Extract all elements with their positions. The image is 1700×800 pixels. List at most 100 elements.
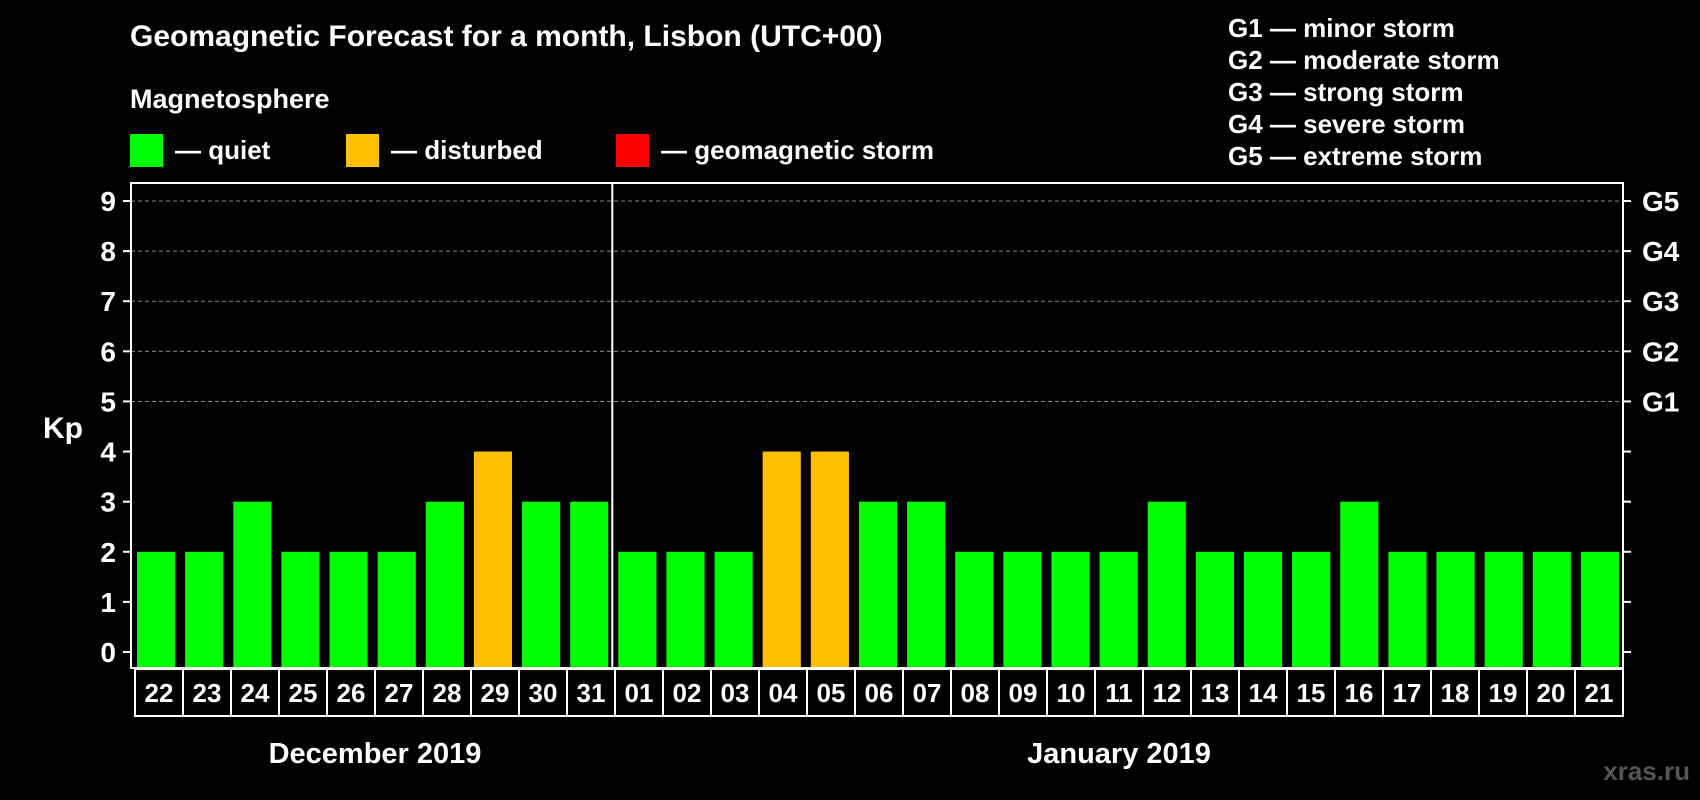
x-tick-label-30: 30: [529, 678, 558, 708]
x-tick-label-14: 14: [1249, 678, 1278, 708]
bar-09: [1003, 551, 1042, 668]
bar-24: [233, 501, 272, 668]
x-tick-label-10: 10: [1057, 678, 1086, 708]
y-tick-label-1: 1: [100, 587, 116, 618]
y-tick-label-6: 6: [100, 336, 116, 367]
y-axis-label: Kp: [43, 412, 83, 445]
x-tick-label-05: 05: [817, 678, 846, 708]
bar-18: [1436, 551, 1475, 668]
legend-quiet-label: — quiet: [175, 135, 271, 165]
x-tick-label-08: 08: [961, 678, 990, 708]
bar-17: [1388, 551, 1427, 668]
storm-level-g4: G4 — severe storm: [1228, 109, 1466, 139]
bar-13: [1195, 551, 1234, 668]
x-tick-label-29: 29: [481, 678, 510, 708]
bar-08: [955, 551, 994, 668]
x-tick-label-06: 06: [865, 678, 894, 708]
legend-disturbed: — disturbed: [346, 134, 543, 167]
y-tick-label-7: 7: [100, 286, 116, 317]
storm-level-g1: G1 — minor storm: [1228, 13, 1455, 43]
legend-disturbed-label: — disturbed: [391, 135, 543, 165]
bar-01: [618, 551, 657, 668]
bar-05: [810, 451, 849, 668]
x-tick-label-24: 24: [241, 678, 270, 708]
x-tick-label-19: 19: [1489, 678, 1518, 708]
bar-30: [522, 501, 561, 668]
storm-tick-label-G3: G3: [1642, 286, 1679, 317]
x-tick-label-15: 15: [1297, 678, 1326, 708]
bar-10: [1051, 551, 1090, 668]
y-tick-label-8: 8: [100, 236, 116, 267]
x-tick-label-21: 21: [1585, 678, 1614, 708]
y-tick-label-5: 5: [100, 386, 116, 417]
legend-storm: — geomagnetic storm: [616, 134, 934, 167]
x-tick-label-07: 07: [913, 678, 942, 708]
bar-29: [473, 451, 513, 668]
bar-21: [1580, 551, 1619, 668]
x-tick-label-26: 26: [337, 678, 366, 708]
bar-31: [570, 501, 609, 668]
bar-11: [1099, 551, 1138, 668]
month-label: December 2019: [269, 738, 482, 770]
x-tick-label-27: 27: [385, 678, 414, 708]
bar-27: [377, 551, 416, 668]
storm-level-g5: G5 — extreme storm: [1228, 141, 1483, 171]
x-tick-label-17: 17: [1393, 678, 1422, 708]
date-row-frame: [134, 668, 1624, 717]
x-tick-label-11: 11: [1105, 678, 1133, 708]
bar-20: [1532, 551, 1571, 668]
bar-28: [425, 501, 464, 668]
bar-14: [1243, 551, 1283, 668]
bar-12: [1147, 501, 1186, 668]
x-tick-label-28: 28: [433, 678, 462, 708]
storm-tick-label-G4: G4: [1642, 236, 1680, 267]
month-label: January 2019: [1027, 738, 1211, 770]
legend-quiet-swatch: [130, 134, 163, 167]
legend-storm-swatch: [616, 134, 649, 167]
y-tick-label-0: 0: [100, 637, 116, 668]
legend-storm-label: — geomagnetic storm: [661, 135, 935, 165]
bar-25: [281, 551, 320, 668]
y-tick-label-2: 2: [100, 537, 116, 568]
bar-04: [762, 451, 801, 668]
magnetosphere-label: Magnetosphere: [130, 84, 330, 114]
x-tick-label-13: 13: [1201, 678, 1230, 708]
y-tick-label-3: 3: [100, 487, 116, 518]
legend-quiet: — quiet: [130, 134, 270, 167]
x-tick-label-18: 18: [1441, 678, 1470, 708]
bar-23: [185, 551, 224, 668]
x-tick-label-25: 25: [289, 678, 318, 708]
storm-level-g2: G2 — moderate storm: [1228, 45, 1500, 75]
x-tick-label-22: 22: [145, 678, 174, 708]
x-tick-label-12: 12: [1153, 678, 1182, 708]
bar-19: [1484, 551, 1523, 668]
x-tick-label-23: 23: [193, 678, 222, 708]
storm-tick-label-G2: G2: [1642, 336, 1679, 367]
bar-07: [907, 501, 946, 668]
y-tick-label-4: 4: [100, 437, 116, 468]
x-tick-label-01: 01: [625, 678, 654, 708]
x-tick-label-31: 31: [577, 678, 606, 708]
storm-tick-label-G1: G1: [1642, 386, 1679, 417]
bar-02: [666, 551, 705, 668]
x-tick-label-02: 02: [673, 678, 702, 708]
bar-26: [329, 551, 368, 668]
x-tick-label-16: 16: [1345, 678, 1374, 708]
storm-scale-legend: G1 — minor storm G2 — moderate storm G3 …: [1228, 12, 1500, 172]
bar-16: [1340, 501, 1379, 668]
watermark: xras.ru: [1603, 756, 1690, 786]
legend-disturbed-swatch: [346, 134, 379, 167]
x-tick-label-03: 03: [721, 678, 750, 708]
chart-title: Geomagnetic Forecast for a month, Lisbon…: [130, 20, 883, 53]
x-tick-label-20: 20: [1537, 678, 1566, 708]
x-tick-label-04: 04: [769, 678, 798, 708]
x-tick-label-09: 09: [1009, 678, 1038, 708]
bar-06: [858, 501, 898, 668]
storm-tick-label-G5: G5: [1642, 186, 1679, 217]
y-tick-label-9: 9: [100, 186, 116, 217]
bar-03: [714, 551, 753, 668]
bar-15: [1292, 551, 1331, 668]
bar-22: [137, 551, 176, 668]
storm-level-g3: G3 — strong storm: [1228, 77, 1464, 107]
